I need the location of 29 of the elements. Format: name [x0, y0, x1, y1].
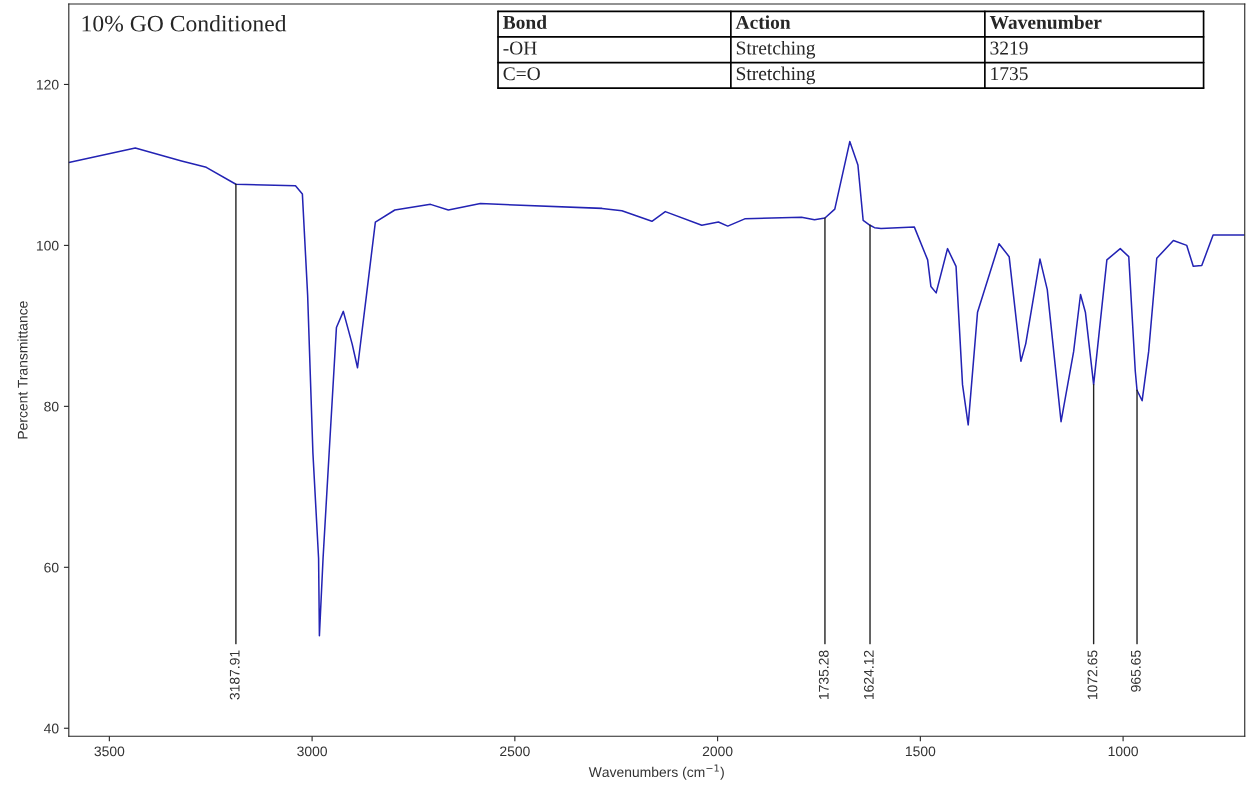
line-series: [68, 140, 1245, 637]
y-tick-label: 60: [44, 562, 59, 573]
annotation: -OH: [503, 41, 537, 55]
annotation: Stretching: [736, 40, 816, 59]
annotation: 3219: [990, 41, 1028, 55]
x-tick-label: 3000: [297, 746, 328, 757]
y-tick-label: 120: [36, 79, 59, 90]
annotation: Wavenumber: [989, 15, 1102, 30]
annotation: 1735: [991, 67, 1028, 81]
x-tick-label: 2000: [702, 746, 733, 757]
annotation: 965.65: [1130, 650, 1141, 692]
annotation: Stretching: [736, 66, 816, 85]
x-tick-label: 1000: [1108, 746, 1138, 757]
annotation: C=O: [503, 67, 540, 81]
annotation: 1624.12: [863, 650, 874, 700]
annotation: Bond: [503, 15, 547, 29]
annotation: 3187.91: [229, 650, 240, 700]
x-tick-label: 1500: [905, 746, 936, 757]
x-tick-label: 3500: [94, 746, 125, 757]
chart-title: 10% GO Conditioned: [82, 14, 287, 32]
y-tick-label: 100: [36, 240, 59, 251]
y-tick-label: 40: [43, 723, 59, 734]
y-tick-label: 80: [44, 401, 59, 412]
annotation: 1072.65: [1087, 650, 1098, 700]
annotation: Action: [735, 15, 791, 29]
x-axis-title: Wavenumbers (cm$^{−1}$): [588, 764, 724, 780]
annotation: 1735.28: [818, 650, 829, 700]
x-tick-label: 2500: [500, 746, 530, 757]
y-axis-title: Percent Transmittance: [17, 301, 28, 439]
